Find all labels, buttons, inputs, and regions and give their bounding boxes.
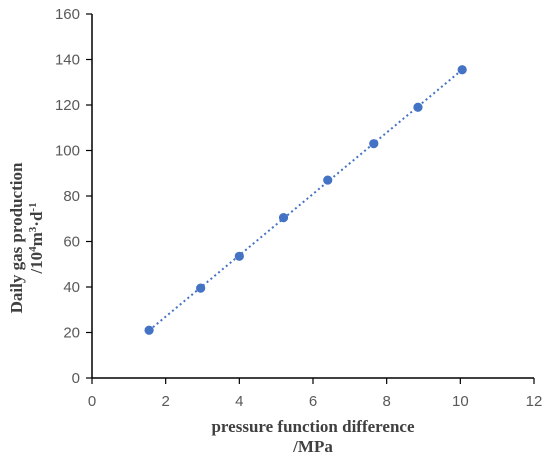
x-tick-label: 12 bbox=[526, 393, 543, 410]
data-point bbox=[234, 251, 244, 261]
x-tick-label: 4 bbox=[235, 393, 243, 410]
x-tick-label: 6 bbox=[309, 393, 317, 410]
x-tick-label: 2 bbox=[161, 393, 169, 410]
y-tick-label: 40 bbox=[63, 279, 80, 296]
y-axis-title-line2: /104m3·d-1 bbox=[27, 202, 46, 274]
data-points bbox=[144, 65, 467, 335]
x-tick-label: 10 bbox=[452, 393, 469, 410]
data-point bbox=[278, 213, 289, 223]
y-tick-label: 20 bbox=[63, 325, 80, 342]
y-tick-label: 80 bbox=[63, 188, 80, 205]
y-tick-label: 0 bbox=[72, 370, 80, 387]
data-point bbox=[369, 139, 379, 149]
y-tick-label: 100 bbox=[55, 143, 80, 160]
y-tick-label: 120 bbox=[55, 97, 80, 114]
x-axis-title-line2: /MPa bbox=[292, 437, 333, 456]
x-tick-label: 8 bbox=[382, 393, 390, 410]
x-axis-ticks: 0 2 4 6 8 10 12 bbox=[88, 378, 543, 410]
data-point bbox=[413, 102, 423, 112]
y-tick-label: 160 bbox=[55, 6, 80, 23]
y-tick-label: 60 bbox=[63, 234, 80, 251]
data-point bbox=[323, 175, 333, 185]
data-point bbox=[144, 325, 154, 335]
y-axis-ticks: 0 20 40 60 80 100 120 140 160 bbox=[55, 6, 92, 387]
y-axis-title-line1: Daily gas production bbox=[7, 162, 26, 313]
data-point bbox=[457, 65, 467, 75]
y-tick-label: 140 bbox=[55, 52, 80, 69]
data-point bbox=[196, 283, 206, 293]
x-axis-title-line1: pressure function difference bbox=[211, 417, 414, 436]
x-tick-label: 0 bbox=[88, 393, 96, 410]
y-axis-title: Daily gas production /104m3·d-1 bbox=[7, 162, 46, 313]
